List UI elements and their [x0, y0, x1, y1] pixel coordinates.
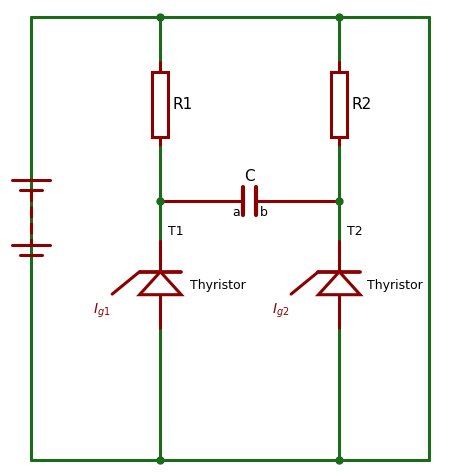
Text: R1: R1 [173, 97, 193, 112]
Bar [331, 72, 347, 137]
Text: T2: T2 [347, 226, 362, 238]
Text: $I_{g1}$: $I_{g1}$ [93, 301, 111, 320]
Text: a: a [232, 206, 240, 219]
Text: R2: R2 [352, 97, 372, 112]
Text: $I_{g2}$: $I_{g2}$ [272, 301, 290, 320]
Text: Thyristor: Thyristor [190, 279, 246, 292]
Text: Thyristor: Thyristor [367, 279, 423, 292]
Text: T1: T1 [168, 226, 184, 238]
Bar [153, 72, 168, 137]
Text: C: C [244, 169, 255, 184]
Text: b: b [260, 206, 268, 219]
Polygon shape [140, 272, 181, 295]
Polygon shape [319, 272, 360, 295]
